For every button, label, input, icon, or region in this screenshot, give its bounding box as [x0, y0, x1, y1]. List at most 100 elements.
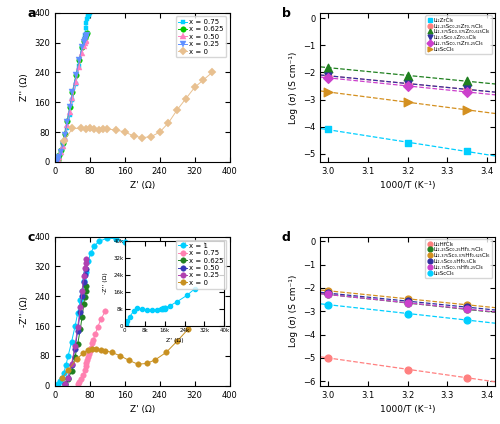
x = 0.625: [76, 58, 82, 63]
Point: [324, 126, 332, 133]
x = 0.50: [79, 294, 85, 299]
x = 0: [70, 126, 75, 131]
x = 0.625: [65, 377, 71, 382]
x = 0.625: [56, 153, 62, 158]
x = 0.625: [74, 341, 80, 346]
Point: [463, 86, 471, 92]
x = 0.625: [78, 326, 84, 332]
x = 0: [164, 350, 170, 355]
Point: [404, 310, 411, 317]
x = 0.25: [79, 288, 85, 293]
x = 0.25: [84, 33, 89, 39]
x = 0.625: [84, 31, 90, 36]
Point: [324, 287, 332, 294]
Point: [463, 374, 471, 381]
x = 0.75: [84, 17, 90, 22]
X-axis label: Z' (Ω): Z' (Ω): [130, 181, 155, 190]
x = 0.75: [84, 361, 89, 366]
x = 0.75: [82, 26, 88, 31]
Point: [324, 64, 332, 71]
Point: [404, 81, 411, 87]
x = 0.25: [67, 104, 73, 109]
x = 0.50: [68, 363, 74, 368]
x = 0.25: [81, 273, 87, 278]
x = 0.50: [54, 159, 60, 164]
x = 0.625: [54, 158, 60, 163]
x = 0: [113, 127, 119, 132]
x = 0.75: [82, 364, 88, 369]
x = 0.25: [70, 89, 75, 95]
Point: [463, 86, 471, 92]
x = 0: [98, 348, 104, 353]
Point: [463, 148, 471, 154]
Point: [324, 354, 332, 361]
Line: x = 0.25: x = 0.25: [54, 32, 90, 164]
Line: x = 0.75: x = 0.75: [54, 11, 92, 164]
x = 0.75: [86, 351, 92, 356]
x = 0.50: [81, 44, 87, 49]
x = 0.50: [79, 50, 85, 56]
X-axis label: Z' (Ω): Z' (Ω): [130, 405, 155, 414]
x = 0.50: [67, 109, 73, 114]
x = 0.625: [68, 368, 74, 374]
x = 0.25: [84, 33, 90, 38]
Point: [463, 106, 471, 113]
x = 0: [100, 127, 106, 132]
Point: [404, 99, 411, 106]
x = 0: [152, 357, 158, 362]
x = 0.625: [82, 35, 87, 40]
x = 1: [113, 236, 119, 241]
X-axis label: 1000/T (K⁻¹): 1000/T (K⁻¹): [380, 405, 436, 414]
x = 0.50: [62, 135, 68, 140]
x = 0.625: [82, 288, 88, 293]
x = 0: [108, 350, 114, 355]
x = 0.25: [62, 382, 68, 387]
x = 0.75: [56, 154, 62, 159]
Point: [463, 305, 471, 312]
Y-axis label: Z'' (Ω): Z'' (Ω): [20, 73, 28, 101]
x = 0.25: [82, 37, 87, 42]
x = 0.25: [56, 154, 62, 159]
Line: x = 0.50: x = 0.50: [54, 37, 89, 164]
Point: [463, 304, 471, 310]
x = 1: [96, 239, 102, 244]
x = 0.50: [84, 37, 89, 42]
x = 0.25: [54, 158, 60, 163]
X-axis label: 1000/T (K⁻¹): 1000/T (K⁻¹): [380, 181, 436, 190]
x = 1: [63, 363, 69, 368]
x = 0: [118, 354, 124, 359]
Point: [463, 89, 471, 95]
x = 0.25: [65, 375, 71, 380]
Point: [404, 300, 411, 307]
x = 0.75: [76, 379, 82, 385]
Point: [463, 78, 471, 84]
x = 0.25: [68, 362, 74, 367]
x = 0.25: [81, 39, 87, 45]
Line: x = 0.50: x = 0.50: [62, 267, 88, 387]
x = 0.50: [81, 279, 87, 285]
x = 0.625: [62, 382, 68, 387]
Text: a: a: [27, 7, 36, 20]
x = 0.75: [54, 159, 60, 164]
x = 0.75: [84, 357, 90, 362]
x = 0.625: [82, 33, 88, 38]
x = 0.625: [67, 104, 73, 109]
Y-axis label: -Z'' (Ω): -Z'' (Ω): [20, 296, 28, 327]
x = 1: [57, 379, 63, 384]
x = 1: [60, 370, 66, 375]
x = 0.50: [73, 79, 79, 84]
Point: [324, 75, 332, 81]
x = 0: [92, 127, 98, 132]
x = 1: [104, 236, 110, 241]
x = 0.625: [81, 302, 87, 307]
x = 0.50: [74, 328, 80, 333]
x = 0.25: [84, 257, 89, 262]
x = 0.625: [84, 31, 89, 36]
x = 1: [122, 239, 128, 244]
Y-axis label: Log (σ) (S cm⁻¹): Log (σ) (S cm⁻¹): [288, 275, 298, 347]
x = 0.75: [86, 11, 92, 16]
x = 0.25: [72, 343, 78, 348]
x = 0: [82, 127, 88, 132]
Legend: Li₂HfCl₆, Li₂.₂₅Sc₀.₂₅Hf₀.₇₅Cl₆, Li₂.₃₇₅Sc₀.₃₇₅Hf₀.₆₂₅Cl₆, Li₂.₅Sc₀.₅Hf₀.₅Cl₆, L: Li₂HfCl₆, Li₂.₂₅Sc₀.₂₅Hf₀.₇₅Cl₆, Li₂.₃₇₅…: [426, 240, 492, 278]
x = 0: [126, 358, 132, 363]
